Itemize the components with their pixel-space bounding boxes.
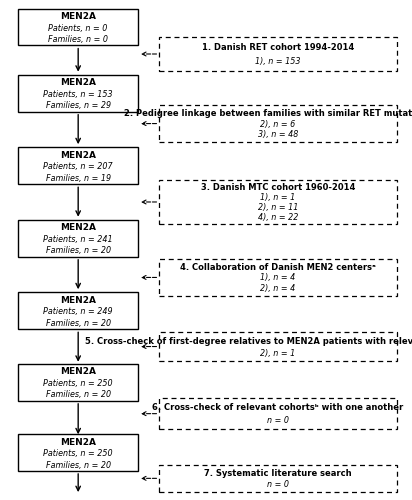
- Text: MEN2A: MEN2A: [60, 151, 96, 160]
- Bar: [18, 8, 138, 46]
- Bar: [159, 38, 397, 70]
- Bar: [18, 148, 138, 184]
- Text: 7. Systematic literature search: 7. Systematic literature search: [204, 469, 352, 478]
- Text: 1), n = 1: 1), n = 1: [260, 193, 296, 202]
- Text: 1), n = 153: 1), n = 153: [255, 57, 301, 66]
- Bar: [18, 292, 138, 329]
- Text: Patients, n = 153: Patients, n = 153: [43, 90, 113, 99]
- Bar: [159, 465, 397, 492]
- Bar: [159, 260, 397, 296]
- Text: Families, n = 20: Families, n = 20: [46, 460, 111, 469]
- Text: MEN2A: MEN2A: [60, 78, 96, 88]
- Bar: [18, 434, 138, 470]
- Text: Families, n = 29: Families, n = 29: [46, 102, 111, 110]
- Text: Families, n = 20: Families, n = 20: [46, 390, 111, 400]
- Text: 2), n = 6: 2), n = 6: [260, 120, 296, 128]
- Bar: [18, 220, 138, 256]
- Text: 3), n = 48: 3), n = 48: [258, 130, 298, 140]
- Text: 1. Danish RET cohort 1994-2014: 1. Danish RET cohort 1994-2014: [202, 44, 354, 52]
- Text: Families, n = 19: Families, n = 19: [46, 174, 111, 183]
- Text: Patients, n = 207: Patients, n = 207: [43, 162, 113, 172]
- Text: Families, n = 20: Families, n = 20: [46, 319, 111, 328]
- Text: n = 0: n = 0: [267, 416, 289, 425]
- Text: Patients, n = 250: Patients, n = 250: [43, 449, 113, 458]
- Bar: [18, 364, 138, 401]
- Bar: [159, 105, 397, 142]
- Text: Patients, n = 249: Patients, n = 249: [43, 308, 113, 316]
- Text: Patients, n = 0: Patients, n = 0: [49, 24, 108, 32]
- Bar: [18, 75, 138, 112]
- Text: Families, n = 0: Families, n = 0: [48, 35, 108, 44]
- Bar: [159, 180, 397, 224]
- Text: MEN2A: MEN2A: [60, 12, 96, 21]
- Bar: [159, 332, 397, 360]
- Text: Families, n = 20: Families, n = 20: [46, 246, 111, 256]
- Text: 4. Collaboration of Danish MEN2 centersᵃ: 4. Collaboration of Danish MEN2 centersᵃ: [180, 263, 376, 272]
- Text: n = 0: n = 0: [267, 480, 289, 489]
- Text: MEN2A: MEN2A: [60, 368, 96, 376]
- Text: 2. Pedigree linkage between families with similar RET mutations: 2. Pedigree linkage between families wit…: [124, 109, 412, 118]
- Text: 5. Cross-check of first-degree relatives to MEN2A patients with relevant cohorts: 5. Cross-check of first-degree relatives…: [85, 336, 412, 345]
- Text: MEN2A: MEN2A: [60, 438, 96, 446]
- Text: 4), n = 22: 4), n = 22: [258, 213, 298, 222]
- Text: MEN2A: MEN2A: [60, 296, 96, 305]
- Text: MEN2A: MEN2A: [60, 224, 96, 232]
- Text: 2), n = 1: 2), n = 1: [260, 348, 296, 358]
- Text: Patients, n = 241: Patients, n = 241: [43, 235, 113, 244]
- Text: 1), n = 4: 1), n = 4: [260, 274, 296, 282]
- Text: 2), n = 11: 2), n = 11: [258, 203, 298, 212]
- Bar: [159, 398, 397, 429]
- Text: 3. Danish MTC cohort 1960-2014: 3. Danish MTC cohort 1960-2014: [201, 183, 355, 192]
- Text: Patients, n = 250: Patients, n = 250: [43, 379, 113, 388]
- Text: 6. Cross-check of relevant cohortsᵇ with one another: 6. Cross-check of relevant cohortsᵇ with…: [152, 404, 404, 412]
- Text: 2), n = 4: 2), n = 4: [260, 284, 296, 293]
